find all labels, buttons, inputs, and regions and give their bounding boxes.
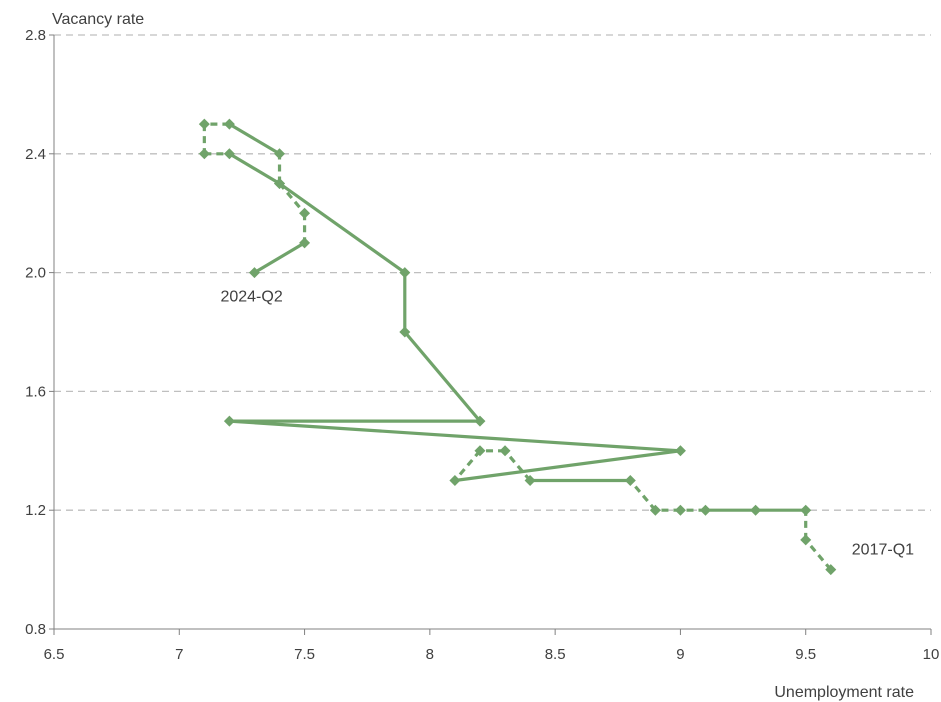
data-point <box>274 178 286 189</box>
data-point <box>474 415 486 427</box>
series-segment <box>253 241 306 274</box>
data-point <box>750 504 762 516</box>
annotations: 2017-Q1 2024-Q2 <box>220 289 914 559</box>
data-point <box>825 564 837 576</box>
x-tick-label: 8 <box>426 646 434 663</box>
annotation-label: 2024-Q2 <box>220 289 282 306</box>
x-tick-label: 6.5 <box>44 646 65 663</box>
data-point <box>800 534 812 546</box>
data-point <box>699 504 711 516</box>
data-point <box>800 504 812 516</box>
series-segment <box>229 419 681 453</box>
y-ticks: 0.8 1.2 1.6 2.0 2.4 2.8 <box>25 27 54 638</box>
y-tick-label: 0.8 <box>25 621 46 638</box>
data-point <box>674 445 686 457</box>
series-segment <box>278 182 406 274</box>
data-point <box>248 267 260 279</box>
data-point <box>399 326 411 338</box>
series-markers <box>198 118 837 576</box>
data-point <box>198 118 210 130</box>
y-tick-label: 2.4 <box>25 146 46 163</box>
series-segment <box>453 449 482 482</box>
series-segment <box>228 152 281 185</box>
x-tick-label: 9.5 <box>795 646 816 663</box>
series-segment <box>804 538 832 571</box>
x-tick-label: 8.5 <box>545 646 566 663</box>
y-axis-label: Vacancy rate <box>52 11 144 28</box>
data-point <box>499 445 511 457</box>
data-point <box>399 267 411 279</box>
series-segment <box>503 449 532 482</box>
y-tick-label: 2.8 <box>25 27 46 44</box>
data-point <box>223 148 235 160</box>
data-point <box>223 415 235 427</box>
axes <box>53 35 931 630</box>
x-tick-label: 7 <box>175 646 183 663</box>
y-tick-label: 1.2 <box>25 502 46 519</box>
data-point <box>299 237 311 249</box>
y-tick-label: 1.6 <box>25 383 46 400</box>
data-point <box>474 445 486 457</box>
data-point <box>649 504 661 516</box>
series-segment <box>278 182 306 215</box>
series-segment <box>454 449 681 483</box>
x-ticks: 6.5 7 7.5 8 8.5 9 9.5 10 <box>44 629 940 663</box>
series-segment <box>228 122 281 156</box>
data-point <box>299 207 311 219</box>
series-line <box>202 122 832 571</box>
y-tick-label: 2.0 <box>25 265 46 282</box>
data-point <box>274 148 286 160</box>
annotation-label: 2017-Q1 <box>852 542 914 559</box>
x-tick-label: 7.5 <box>294 646 315 663</box>
series-segment <box>629 479 657 512</box>
data-point <box>198 148 210 160</box>
data-point <box>674 504 686 516</box>
x-tick-label: 9 <box>676 646 684 663</box>
x-tick-label: 10 <box>923 646 940 663</box>
data-point <box>624 475 636 486</box>
series-segment <box>403 330 482 423</box>
x-axis-label: Unemployment rate <box>774 684 914 701</box>
data-point <box>449 475 461 486</box>
data-point <box>524 475 536 486</box>
data-point <box>223 118 235 130</box>
